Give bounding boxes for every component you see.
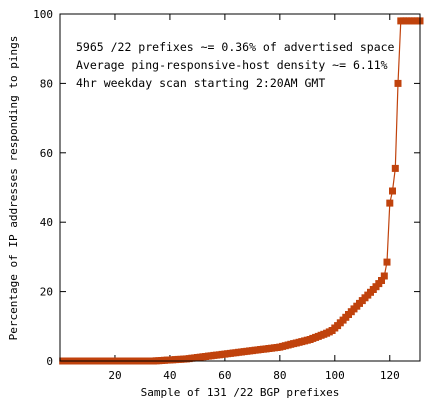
x-tick-label: 20	[108, 369, 121, 382]
x-tick-label: 40	[163, 369, 176, 382]
y-axis-title: Percentage of IP addresses responding to…	[7, 36, 20, 341]
annotation-line-2: Average ping-responsive-host density ~= …	[76, 58, 388, 72]
data-point	[394, 79, 402, 87]
annotation-line-1: 5965 /22 prefixes ~= 0.36% of advertised…	[76, 40, 395, 54]
x-tick-label: 100	[325, 369, 345, 382]
y-tick-label: 80	[40, 77, 53, 90]
plot-frame	[59, 13, 421, 362]
annotation-line-3: 4hr weekday scan starting 2:20AM GMT	[76, 76, 325, 90]
y-tick-label: 20	[40, 286, 53, 299]
y-tick-label: 100	[33, 8, 53, 21]
x-axis-title: Sample of 131 /22 BGP prefixes	[141, 386, 340, 399]
data-point	[386, 199, 394, 207]
y-tick-label: 0	[46, 355, 53, 368]
y-tick-label: 40	[40, 216, 53, 229]
data-point	[391, 164, 399, 172]
data-point	[383, 258, 391, 266]
data-point	[389, 187, 396, 195]
y-tick-label: 60	[40, 147, 53, 160]
x-tick-label: 120	[380, 369, 400, 382]
data-point	[380, 272, 388, 280]
data-point	[378, 277, 385, 284]
annotation-block: 5965 /22 prefixes ~= 0.36% of advertised…	[76, 40, 395, 90]
x-tick-label: 60	[218, 369, 231, 382]
x-tick-label: 80	[273, 369, 286, 382]
